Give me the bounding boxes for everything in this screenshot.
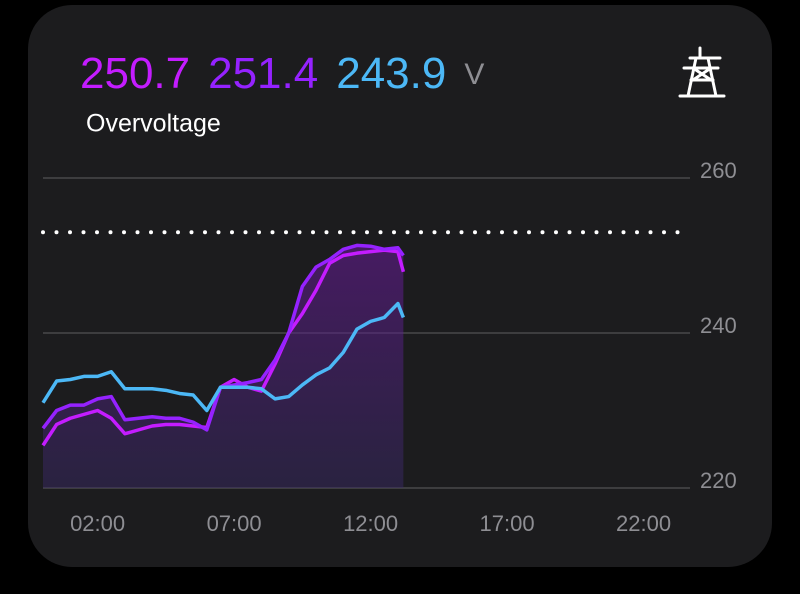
reading-value: 250.7 bbox=[80, 49, 190, 98]
series-line bbox=[41, 248, 406, 447]
y-tick-label: 220 bbox=[700, 468, 737, 493]
y-tick-label: 260 bbox=[700, 158, 737, 183]
card-title: Overvoltage bbox=[86, 110, 221, 138]
series-line bbox=[41, 301, 405, 413]
x-tick-label: 22:00 bbox=[616, 511, 671, 536]
x-tick-label: 02:00 bbox=[70, 511, 125, 536]
pylon-icon bbox=[678, 46, 726, 98]
x-tick-label: 17:00 bbox=[480, 511, 535, 536]
reading-value: 251.4 bbox=[208, 49, 318, 98]
series-area bbox=[43, 245, 404, 488]
x-tick-label: 07:00 bbox=[207, 511, 262, 536]
y-tick-label: 240 bbox=[700, 313, 737, 338]
reading-unit: V bbox=[464, 58, 484, 91]
readings: 250.7 251.4 243.9 V bbox=[80, 49, 484, 98]
x-tick-label: 12:00 bbox=[343, 511, 398, 536]
reading-value: 243.9 bbox=[336, 49, 446, 98]
